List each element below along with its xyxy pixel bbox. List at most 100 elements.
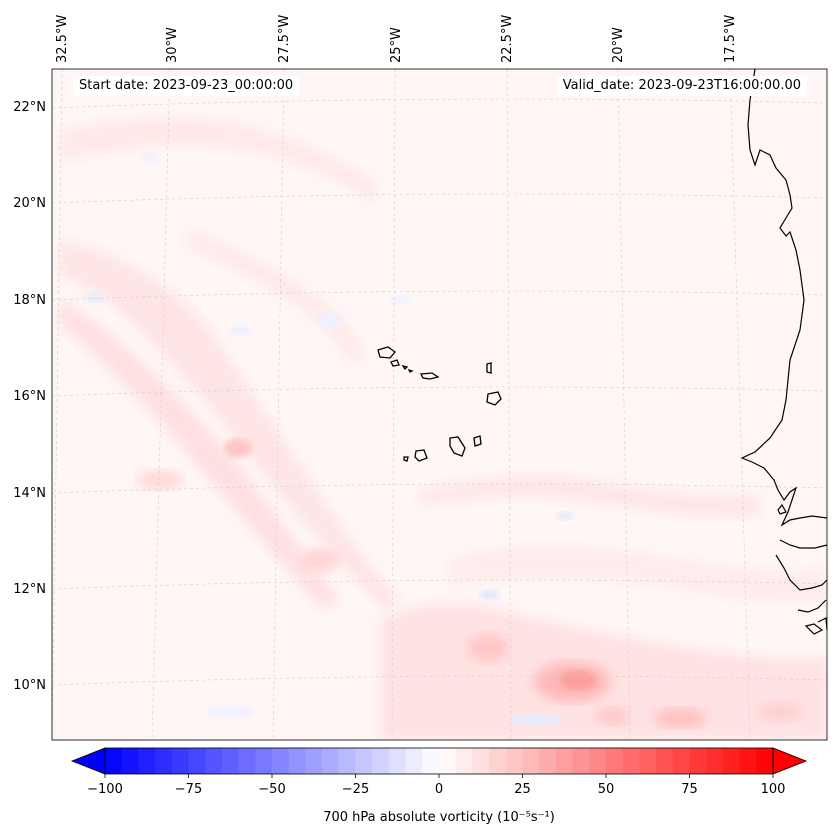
- meridian-line: [272, 69, 285, 740]
- vorticity-negative: [507, 714, 563, 726]
- island-outline: [401, 364, 409, 371]
- vorticity-band: [420, 475, 760, 517]
- coastline: [797, 599, 827, 613]
- vorticity-core: [300, 548, 340, 572]
- vorticity-core: [560, 670, 596, 690]
- colorbar-tick-label: 0: [435, 782, 443, 797]
- meridian-line: [391, 69, 396, 740]
- vorticity-band: [60, 118, 380, 200]
- island-outline: [449, 436, 466, 457]
- colorbar-cell: [221, 748, 240, 774]
- colorbar-cell: [455, 748, 473, 774]
- lon-label: 17.5°W: [723, 15, 738, 63]
- colorbar-cell: [589, 748, 607, 774]
- colorbar-cell: [722, 748, 741, 774]
- colorbar-cell: [238, 748, 256, 774]
- colorbar-cell: [689, 748, 707, 774]
- map-panel: [51, 68, 828, 741]
- colorbar-cell: [388, 748, 407, 774]
- longitude-labels: 32.5°W 30°W 27.5°W 25°W 22.5°W 20°W 17.5…: [55, 15, 738, 63]
- lon-label: 32.5°W: [55, 15, 70, 63]
- valid-date-label: Valid_date: 2023-09-23T16:00:00.00: [556, 76, 807, 96]
- colorbar-tick-label: 75: [681, 782, 698, 797]
- lat-label: 16°N: [13, 389, 46, 404]
- parallel-line: [52, 675, 827, 686]
- colorbar-cell: [639, 748, 657, 774]
- island-outline: [407, 368, 414, 373]
- colorbar-cell: [472, 748, 490, 774]
- colorbar-cell: [739, 748, 757, 774]
- colorbar-cell: [706, 748, 724, 774]
- lat-label: 18°N: [13, 293, 46, 308]
- map-frame: [51, 68, 828, 741]
- vorticity-negative: [140, 153, 160, 163]
- colorbar-tick-label: −25: [342, 782, 369, 797]
- colorbar-cell: [171, 748, 190, 774]
- vorticity-negative: [318, 312, 342, 328]
- meridian-line: [151, 69, 171, 740]
- colorbar-cell: [338, 748, 357, 774]
- start-date-label: Start date: 2023-09-23_00:00:00: [73, 76, 300, 96]
- lat-label: 12°N: [13, 582, 46, 597]
- island-outline: [403, 456, 409, 462]
- island-outline: [473, 435, 482, 447]
- graticule: [52, 69, 827, 740]
- vorticity-negative: [206, 706, 254, 718]
- colorbar-cell: [606, 748, 624, 774]
- coastline: [740, 68, 828, 527]
- island-outline: [486, 362, 492, 374]
- lon-label: 27.5°W: [277, 15, 292, 63]
- vorticity-negative: [85, 293, 105, 303]
- parallel-line: [52, 386, 827, 397]
- island-outline: [390, 359, 400, 367]
- african-coastline: [740, 68, 828, 635]
- island-outline: [419, 372, 440, 380]
- vorticity-band: [58, 240, 400, 610]
- colorbar-cell: [656, 748, 674, 774]
- colorbar-extend-high: [772, 747, 808, 775]
- colorbar-tick-label: −50: [258, 782, 285, 797]
- latitude-labels: 22°N 20°N 18°N 16°N 14°N 12°N 10°N: [13, 100, 46, 693]
- coastline: [775, 554, 828, 591]
- lon-label: 22.5°W: [500, 15, 515, 63]
- island-outline: [377, 346, 396, 359]
- vorticity-band: [58, 300, 340, 610]
- colorbar-tick-label: −75: [175, 782, 202, 797]
- meridian-line: [506, 69, 512, 740]
- island-outline: [486, 391, 502, 406]
- colorbar-cell: [405, 748, 423, 774]
- colorbar-cell: [305, 748, 323, 774]
- colorbar-cell: [572, 748, 590, 774]
- colorbar-ticks: −100 −75 −50 −25 0 25 50 75 100: [87, 774, 785, 797]
- colorbar-cell: [422, 748, 440, 774]
- colorbar-cell: [355, 748, 373, 774]
- lat-label: 14°N: [13, 486, 46, 501]
- vorticity-band: [450, 546, 827, 602]
- colorbar-cell: [489, 748, 507, 774]
- colorbar-cell: [372, 748, 390, 774]
- vorticity-negative: [390, 295, 410, 305]
- lon-label: 30°W: [165, 27, 180, 63]
- meridian-line: [729, 69, 751, 740]
- colorbar-extend-low: [70, 747, 106, 775]
- colorbar-cell: [439, 748, 457, 774]
- coastline: [804, 623, 824, 635]
- vorticity-negative: [557, 512, 573, 520]
- colorbar-cell: [756, 748, 774, 774]
- colorbar-cell: [105, 748, 123, 774]
- colorbar-cell: [205, 748, 223, 774]
- colorbar-cell: [539, 748, 557, 774]
- parallel-line: [52, 193, 827, 204]
- colorbar-cell: [505, 748, 524, 774]
- colorbar-cell: [121, 748, 139, 774]
- colorbar-cell: [155, 748, 173, 774]
- colorbar-cell: [188, 748, 206, 774]
- vorticity-core: [654, 708, 706, 728]
- lon-label: 25°W: [389, 27, 404, 63]
- colorbar-tick-label: 50: [598, 782, 615, 797]
- colorbar-tick-label: −100: [87, 782, 123, 797]
- colorbar-cell: [522, 748, 540, 774]
- vorticity-band: [185, 230, 365, 362]
- vorticity-core: [138, 470, 182, 490]
